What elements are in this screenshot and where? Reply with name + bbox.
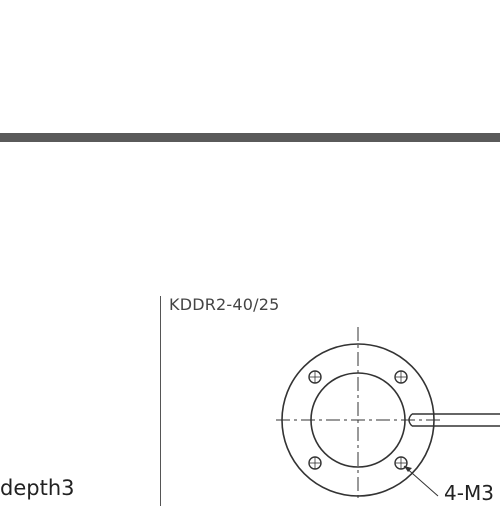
section-divider <box>0 133 500 142</box>
vertical-separator-line <box>160 296 161 506</box>
outer-flange-circle <box>281 343 435 497</box>
mounting-hole-top-right <box>394 370 408 384</box>
depth-annotation: depth3 <box>0 476 75 500</box>
cable-stub <box>408 413 500 427</box>
inner-bore-circle <box>310 372 406 468</box>
mounting-hole-top-left <box>308 370 322 384</box>
mounting-hole-bottom-right <box>394 456 408 470</box>
mounting-hole-bottom-left <box>308 456 322 470</box>
thread-leader-line <box>403 465 439 497</box>
model-number-label: KDDR2-40/25 <box>169 295 280 314</box>
